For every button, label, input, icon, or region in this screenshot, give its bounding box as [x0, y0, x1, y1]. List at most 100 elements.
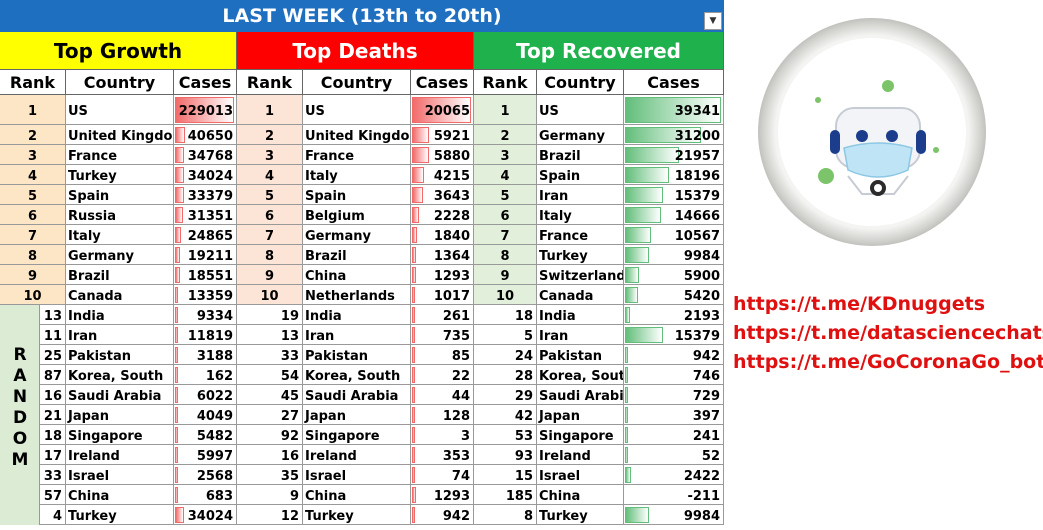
rank-cell: 7 [0, 225, 66, 245]
cases-value: 3188 [196, 349, 233, 364]
link-kdnuggets[interactable]: https://t.me/KDnuggets [733, 293, 986, 315]
cases-bar [625, 427, 628, 443]
rank-cell: 33 [237, 345, 303, 365]
cases-cell: 39341 [624, 95, 724, 125]
cases-bar [175, 247, 180, 263]
rank-cell: 9 [237, 265, 303, 285]
cases-bar [175, 127, 185, 143]
country-cell: Japan [303, 405, 411, 425]
cases-cell: 5880 [411, 145, 474, 165]
cases-cell: 74 [411, 465, 474, 485]
rank-cell: 11 [40, 325, 66, 345]
rank-cell: 1 [474, 95, 537, 125]
country-cell: Belgium [303, 205, 411, 225]
filter-dropdown-icon[interactable]: ▼ [704, 12, 722, 30]
country-cell: Ireland [537, 445, 624, 465]
cases-cell: 40650 [174, 125, 237, 145]
cases-cell: 19211 [174, 245, 237, 265]
country-cell: Spain [66, 185, 174, 205]
cases-bar [625, 307, 630, 323]
cases-value: 14666 [674, 209, 720, 224]
rank-cell: 2 [474, 125, 537, 145]
cases-bar [412, 207, 419, 223]
cases-bar [625, 367, 628, 383]
column-header-recovered-cases: Cases [624, 70, 724, 95]
cases-value: 1293 [433, 269, 470, 284]
cases-cell: 52 [624, 445, 724, 465]
link-datasciencechats[interactable]: https://t.me/datasciencechats [733, 322, 1043, 344]
cases-value: 21957 [674, 149, 720, 164]
cases-value: 353 [442, 449, 470, 464]
cases-bar [175, 427, 178, 443]
rank-cell: 54 [237, 365, 303, 385]
cases-bar [412, 127, 429, 143]
rank-cell: 24 [474, 345, 537, 365]
cases-cell: -211 [624, 485, 724, 505]
cases-cell: 33379 [174, 185, 237, 205]
cases-cell: 1364 [411, 245, 474, 265]
country-cell: Singapore [303, 425, 411, 445]
rank-cell: 3 [237, 145, 303, 165]
cases-bar [625, 187, 663, 203]
rank-cell: 5 [237, 185, 303, 205]
rank-cell: 4 [474, 165, 537, 185]
cases-cell: 34024 [174, 505, 237, 525]
cases-cell: 2568 [174, 465, 237, 485]
cases-bar [625, 267, 639, 283]
cases-cell: 5997 [174, 445, 237, 465]
country-cell: Canada [66, 285, 174, 305]
cases-value: 19211 [187, 249, 233, 264]
country-cell: Israel [537, 465, 624, 485]
country-cell: Iran [303, 325, 411, 345]
country-cell: China [303, 265, 411, 285]
cases-bar [175, 187, 184, 203]
rank-cell: 27 [237, 405, 303, 425]
cases-cell: 9984 [624, 505, 724, 525]
column-header-growth-cases: Cases [174, 70, 237, 95]
cases-bar [175, 407, 178, 423]
country-cell: Brazil [66, 265, 174, 285]
cases-bar [625, 327, 663, 343]
country-cell: Brazil [537, 145, 624, 165]
cases-bar [625, 147, 679, 163]
cases-bar [625, 347, 628, 363]
rank-cell: 185 [474, 485, 537, 505]
cases-bar [175, 167, 184, 183]
cases-cell: 5921 [411, 125, 474, 145]
rank-cell: 12 [237, 505, 303, 525]
table-title-text: LAST WEEK (13th to 20th) [222, 5, 502, 27]
rank-cell: 8 [0, 245, 66, 265]
cases-value: 4049 [196, 409, 233, 424]
cases-cell: 5900 [624, 265, 724, 285]
rank-cell: 42 [474, 405, 537, 425]
robot-mask-icon [815, 80, 939, 196]
cases-cell: 31351 [174, 205, 237, 225]
cases-bar [175, 147, 184, 163]
cases-bar [625, 407, 628, 423]
cases-value: 2193 [683, 309, 720, 324]
country-cell: Netherlands [303, 285, 411, 305]
rank-cell: 16 [40, 385, 66, 405]
cases-bar [625, 247, 649, 263]
cases-cell: 10567 [624, 225, 724, 245]
cases-value: 31351 [187, 209, 233, 224]
country-cell: Turkey [66, 165, 174, 185]
country-cell: Saudi Arabia [303, 385, 411, 405]
cases-bar [625, 467, 631, 483]
country-cell: Iran [537, 185, 624, 205]
link-gocoronago-bot[interactable]: https://t.me/GoCoronaGo_bot [733, 351, 1043, 373]
country-cell: France [537, 225, 624, 245]
cases-bar [625, 287, 638, 303]
cases-cell: 229013 [174, 95, 237, 125]
cases-value: 34768 [187, 149, 233, 164]
cases-bar [175, 467, 178, 483]
cases-bar [175, 327, 178, 343]
country-cell: Saudi Arabia [537, 385, 624, 405]
country-cell: India [66, 305, 174, 325]
country-cell: Canada [537, 285, 624, 305]
cases-bar [175, 487, 178, 503]
country-cell: Germany [66, 245, 174, 265]
rank-cell: 16 [237, 445, 303, 465]
cases-cell: 15379 [624, 185, 724, 205]
